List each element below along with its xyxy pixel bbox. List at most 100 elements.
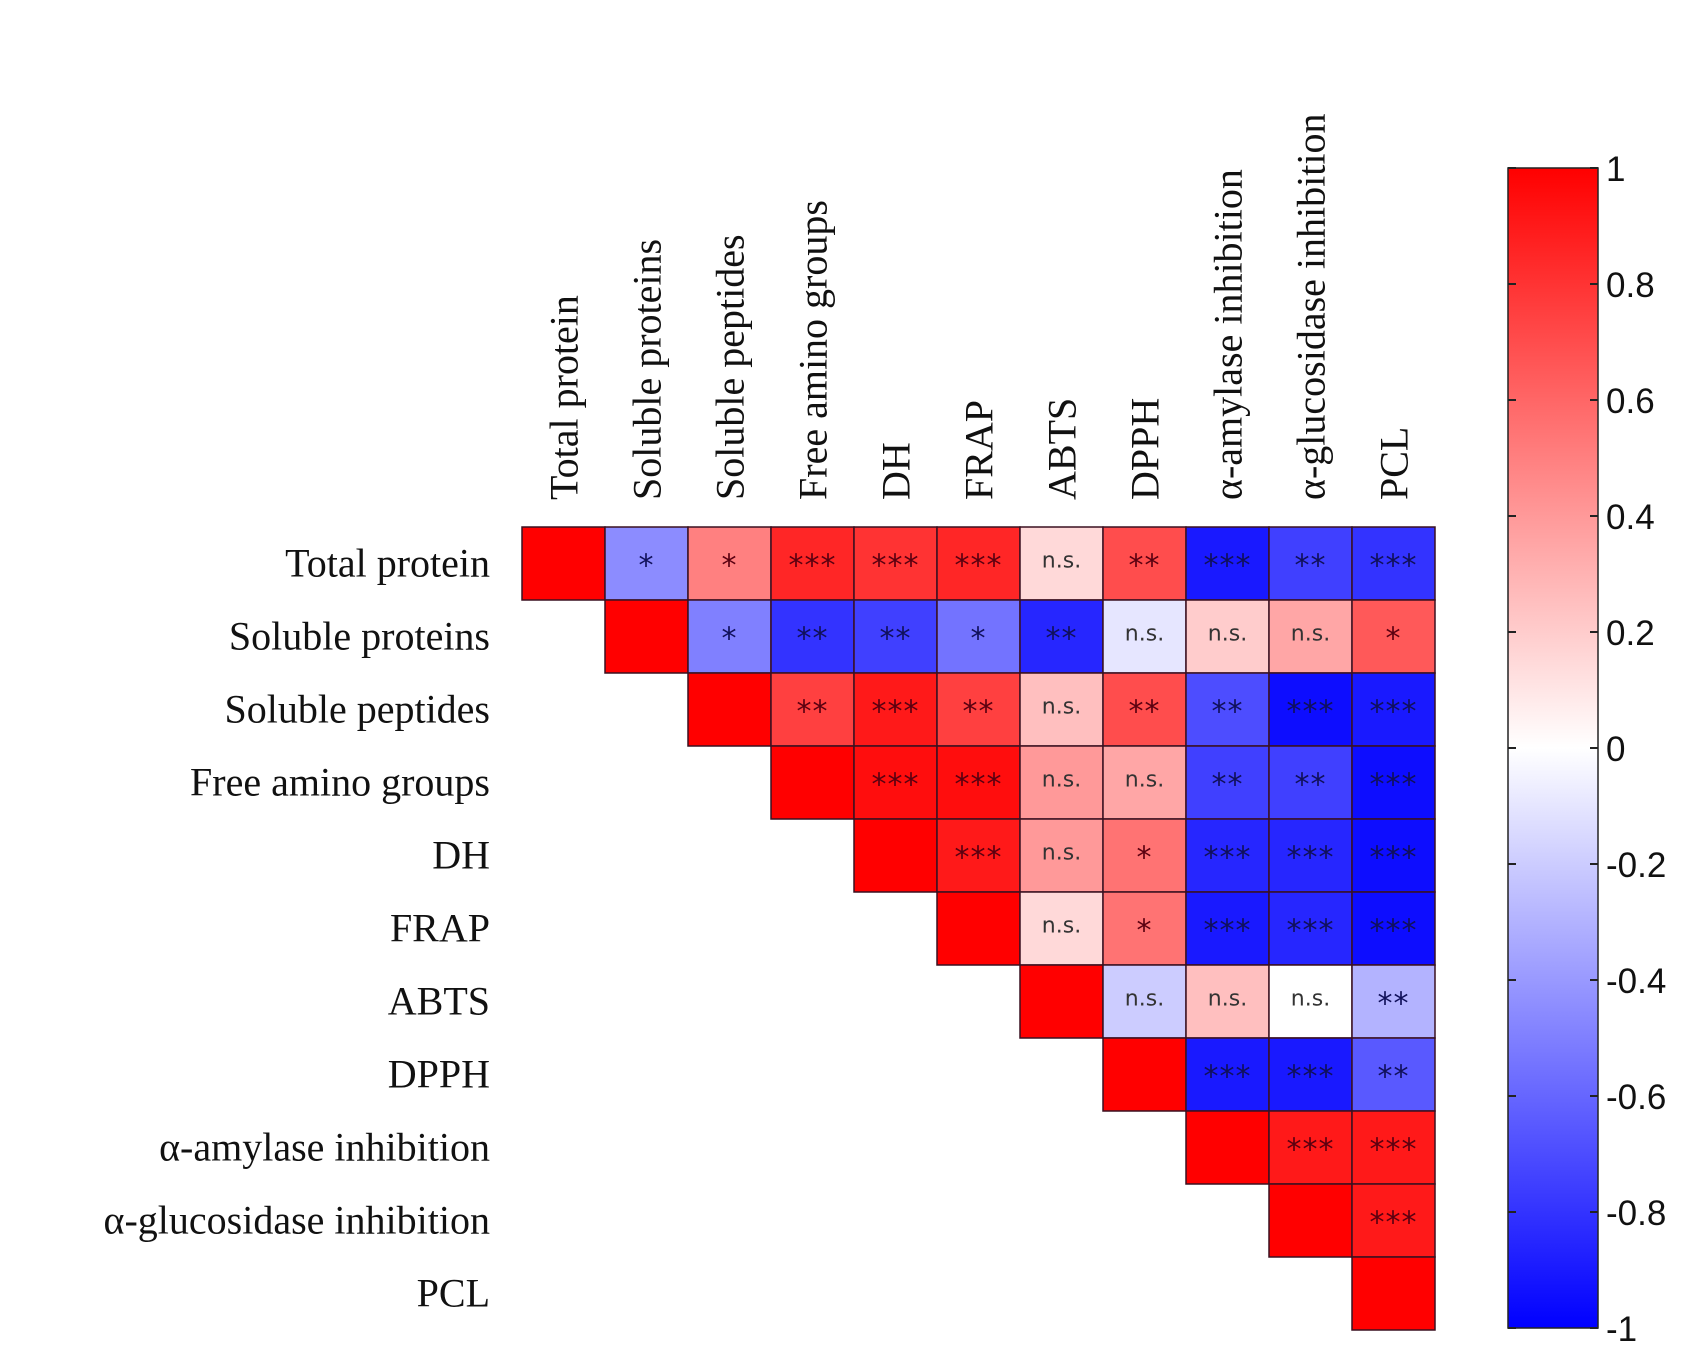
heatmap-cell	[1351, 964, 1436, 1039]
colorbar-tick-label: 0	[1606, 730, 1625, 769]
heatmap-cell	[1185, 599, 1270, 674]
column-label: DH	[874, 442, 919, 500]
colorbar-tick-label: -0.8	[1606, 1194, 1666, 1233]
column-label: α-amylase inhibition	[1206, 169, 1251, 500]
significance-label: n.s.	[1042, 841, 1081, 866]
heatmap-cell	[1102, 964, 1187, 1039]
significance-label: ***	[1370, 549, 1418, 584]
significance-label: **	[963, 695, 995, 730]
row-label: DH	[432, 833, 490, 878]
row-label: Soluble peptides	[224, 687, 490, 732]
colorbar-tick-label: 0.2	[1606, 614, 1655, 653]
heatmap-cell	[770, 672, 855, 747]
heatmap-cell	[1102, 599, 1187, 674]
significance-label: **	[1295, 549, 1327, 584]
heatmap-cell	[936, 891, 1021, 966]
heatmap-cell	[1185, 891, 1270, 966]
heatmap-cell	[1268, 599, 1353, 674]
significance-label: ***	[1370, 695, 1418, 730]
column-label: DPPH	[1123, 398, 1168, 500]
significance-label: n.s.	[1125, 987, 1164, 1012]
significance-label: n.s.	[1291, 987, 1330, 1012]
heatmap-cell	[1102, 745, 1187, 820]
heatmap-cell	[1185, 964, 1270, 1039]
significance-label: n.s.	[1042, 768, 1081, 793]
heatmap-cell	[1185, 1110, 1270, 1185]
significance-label: **	[1295, 768, 1327, 803]
significance-label: ***	[872, 768, 920, 803]
column-label: PCL	[1372, 427, 1417, 500]
heatmap-cell	[1351, 672, 1436, 747]
row-label: Free amino groups	[190, 760, 490, 805]
colorbar-tick-label: 0.4	[1606, 498, 1655, 537]
significance-label: n.s.	[1125, 768, 1164, 793]
significance-label: n.s.	[1208, 622, 1247, 647]
significance-label: *	[1386, 622, 1402, 657]
row-label: Soluble proteins	[229, 614, 490, 659]
heatmap-cell	[1185, 526, 1270, 601]
significance-label: **	[797, 695, 829, 730]
significance-label: ***	[1287, 695, 1335, 730]
row-labels: Total protein Soluble proteins Soluble pep…	[104, 541, 490, 1316]
row-label: FRAP	[390, 906, 490, 951]
heatmap-cell	[1351, 526, 1436, 601]
heatmap-cell	[1268, 1037, 1353, 1112]
heatmap-cell	[770, 745, 855, 820]
heatmap-cell	[1268, 1110, 1353, 1185]
heatmap-cell	[687, 672, 772, 747]
heatmap-cell	[936, 672, 1021, 747]
heatmap-cell	[1019, 818, 1104, 893]
colorbar-tick-label: 1	[1606, 150, 1625, 189]
heatmap-cell	[1102, 1037, 1187, 1112]
column-label: ABTS	[1040, 398, 1085, 500]
heatmap-cell	[1019, 526, 1104, 601]
significance-label: **	[1212, 768, 1244, 803]
heatmap-cell	[1102, 818, 1187, 893]
significance-label: ***	[1370, 841, 1418, 876]
column-label: FRAP	[957, 400, 1002, 500]
colorbar-tick-label: -0.6	[1606, 1078, 1666, 1117]
heatmap-cell	[1102, 891, 1187, 966]
heatmap-cell	[604, 526, 689, 601]
heatmap-cell	[1019, 964, 1104, 1039]
row-label: Total protein	[285, 541, 490, 586]
colorbar-tick-label: 0.8	[1606, 266, 1655, 305]
heatmap-cell	[1268, 964, 1353, 1039]
significance-label: *	[639, 549, 655, 584]
significance-label: **	[1129, 695, 1161, 730]
significance-label: ***	[872, 695, 920, 730]
significance-label: ***	[1287, 1133, 1335, 1168]
significance-label: ***	[1204, 841, 1252, 876]
heatmap-cells: * * *** *** *** n.s. ** *** ** **** ** ** * ** n.s. n.s…	[521, 526, 1436, 1331]
significance-label: *	[722, 549, 738, 584]
significance-label: ***	[1204, 1060, 1252, 1095]
significance-label: n.s.	[1042, 695, 1081, 720]
row-label: PCL	[417, 1271, 490, 1316]
heatmap-cell	[604, 599, 689, 674]
heatmap-cell	[1351, 818, 1436, 893]
column-label: Free amino groups	[791, 200, 836, 500]
significance-label: *	[1137, 841, 1153, 876]
significance-label: n.s.	[1042, 549, 1081, 574]
heatmap-cell	[1019, 672, 1104, 747]
colorbar-tick-label: -0.2	[1606, 846, 1666, 885]
heatmap-cell	[1351, 891, 1436, 966]
significance-label: ***	[1287, 1060, 1335, 1095]
significance-label: **	[1129, 549, 1161, 584]
column-label: Total protein	[542, 295, 587, 500]
heatmap-cell	[1351, 1183, 1436, 1258]
heatmap-cell	[1351, 599, 1436, 674]
significance-label: n.s.	[1125, 622, 1164, 647]
significance-label: **	[1212, 695, 1244, 730]
row-label: ABTS	[388, 979, 490, 1024]
column-label: Soluble proteins	[625, 239, 670, 500]
heatmap-cell	[1185, 672, 1270, 747]
significance-label: ***	[1370, 1206, 1418, 1241]
heatmap-cell	[1268, 1183, 1353, 1258]
significance-label: *	[971, 622, 987, 657]
significance-label: ***	[1204, 549, 1252, 584]
significance-label: ***	[1370, 1133, 1418, 1168]
column-label: Soluble peptides	[708, 234, 753, 500]
heatmap-cell	[853, 672, 938, 747]
